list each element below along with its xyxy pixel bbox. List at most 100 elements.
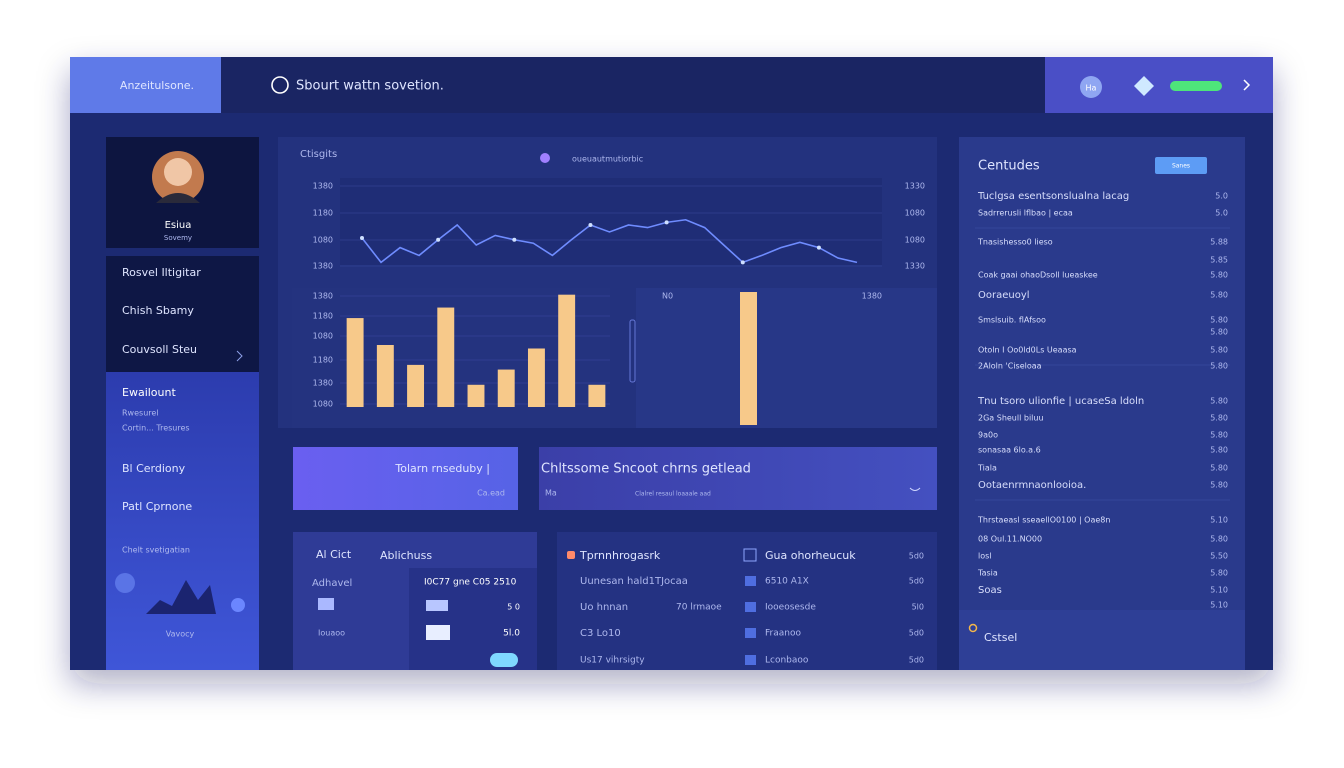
bar xyxy=(346,318,364,407)
row-label: Coak gaai ohaoDsoll lueaskee xyxy=(978,271,1098,280)
bar xyxy=(407,364,425,407)
badge: Ha xyxy=(1086,84,1097,93)
row-value: 5.80 xyxy=(1210,328,1228,337)
row-label: Ootaenrmnaonlooioa. xyxy=(978,480,1086,491)
bar xyxy=(527,348,545,407)
banner-title: Chltssome Sncoot chrns getlead xyxy=(541,462,751,477)
card-row: Us17 vihrsigty xyxy=(580,656,645,666)
icon[interactable] xyxy=(1134,76,1154,96)
row-value: 5.80 xyxy=(1210,414,1228,423)
row-label: Ooraeuoyl xyxy=(978,290,1030,301)
card-row: Uunesan hald1TJocaa xyxy=(580,576,688,587)
row-value: 5.80 xyxy=(1210,569,1228,578)
row-value: 5.0 xyxy=(1215,209,1228,218)
side-item[interactable]: Bl Cerdiony xyxy=(122,462,186,475)
menu-item[interactable]: Couvsoll Steu xyxy=(122,343,197,356)
banner-title: Tolarn rnseduby | xyxy=(394,462,490,475)
banner-sub: Clalrel resaul loaaale aad xyxy=(635,491,711,498)
card-title: Ablichuss xyxy=(380,549,432,562)
row-label: 9a0o xyxy=(978,431,998,440)
row-label: 08 Oul.11.NO00 xyxy=(978,535,1042,544)
icon xyxy=(426,600,448,611)
brand: Anzeitulsone. xyxy=(120,79,194,92)
profile-role: Sovemy xyxy=(164,234,192,242)
row-label: Tnu tsoro ulionfie | ucaseSa ldoln xyxy=(977,396,1144,407)
row-value: 5.80 xyxy=(1210,535,1228,544)
icon xyxy=(318,598,334,610)
card-label: Adhavel xyxy=(312,578,352,589)
top-right xyxy=(1045,57,1273,113)
avatar-body xyxy=(156,193,200,203)
point xyxy=(816,245,821,250)
chevron xyxy=(236,350,243,362)
row-value: 5.80 xyxy=(1210,446,1228,455)
blob xyxy=(115,573,135,593)
row-value: 5.10 xyxy=(1210,516,1228,525)
card-row: C3 Lo10 xyxy=(580,628,621,639)
bar xyxy=(497,369,515,407)
panel-footer: Cstsel xyxy=(984,631,1017,644)
y-tick-label: 1180 xyxy=(313,312,333,321)
section-line: Cortin... Tresures xyxy=(122,424,190,433)
y-tick-label: 1380 xyxy=(313,182,333,191)
banner[interactable] xyxy=(539,447,937,510)
side-item[interactable]: Patl Cprnone xyxy=(122,500,192,513)
chart-subtitle: oueuautmutiorbic xyxy=(572,155,643,164)
card-title: Gua ohorheucuk xyxy=(765,549,856,562)
search[interactable]: Sbourt wattn sovetion. xyxy=(296,79,444,94)
chevron[interactable] xyxy=(1243,79,1251,91)
y-tick-label: 1380 xyxy=(313,262,333,271)
row-value: 5.10 xyxy=(1210,601,1228,610)
y-tick-label: 1080 xyxy=(313,236,333,245)
side-item[interactable]: Chelt svetigatian xyxy=(122,546,190,555)
card-value: 5l0 xyxy=(912,603,924,612)
card xyxy=(557,532,937,670)
row-value: 5.50 xyxy=(1210,552,1228,561)
side-section xyxy=(106,372,259,670)
y-tick-label: 1330 xyxy=(905,262,925,271)
row-value: 5.80 xyxy=(1210,271,1228,280)
menu-item[interactable]: Chish Sbamy xyxy=(122,304,194,317)
row-value: 5.80 xyxy=(1210,397,1228,406)
row-label: Tasia xyxy=(977,569,998,578)
scroll xyxy=(629,319,636,383)
icon xyxy=(490,653,518,667)
y-tick-label: 1080 xyxy=(905,209,925,218)
panel-title: Centudes xyxy=(978,159,1040,174)
card-row: Lconbaoo xyxy=(765,656,809,666)
section-title: Ewailount xyxy=(122,386,176,399)
section-line: Rwesurel xyxy=(122,409,159,418)
bar xyxy=(588,384,606,407)
bar xyxy=(437,307,455,407)
button[interactable] xyxy=(1155,157,1207,174)
card-value: 5l.0 xyxy=(503,629,520,639)
badge-bg[interactable] xyxy=(1080,76,1102,98)
side-footer: Vavocy xyxy=(166,630,195,639)
banner-sub: Ca.ead xyxy=(477,489,505,498)
y-tick-label: 1380 xyxy=(313,379,333,388)
profile-name: Esiua xyxy=(165,220,192,231)
menu xyxy=(106,256,259,372)
row-value: 5.80 xyxy=(1210,291,1228,300)
row-value: 5.80 xyxy=(1210,316,1228,325)
search-icon xyxy=(271,76,289,94)
y-tick-label: 1330 xyxy=(905,182,925,191)
legend-dot xyxy=(540,153,550,163)
dot xyxy=(231,598,245,612)
row-value: 5.10 xyxy=(1210,586,1228,595)
row-label: Soas xyxy=(978,585,1002,596)
chart-title: Ctisgits xyxy=(300,149,337,160)
point xyxy=(588,222,593,227)
icon xyxy=(745,602,756,612)
icon xyxy=(745,576,756,586)
row-label: 2Aloln 'Ciseloaa xyxy=(978,362,1042,371)
row-value: 5.80 xyxy=(1210,346,1228,355)
bar xyxy=(467,384,485,407)
row-label: Thrstaeasl sseaellO0100 | Oae8n xyxy=(977,516,1110,525)
card-label: Iouaoo xyxy=(318,629,345,638)
button-label: Sanes xyxy=(1172,163,1190,170)
y-tick-label: 1180 xyxy=(313,209,333,218)
menu-item[interactable]: Rosvel Iltigitar xyxy=(122,266,201,279)
banner[interactable] xyxy=(293,447,518,510)
